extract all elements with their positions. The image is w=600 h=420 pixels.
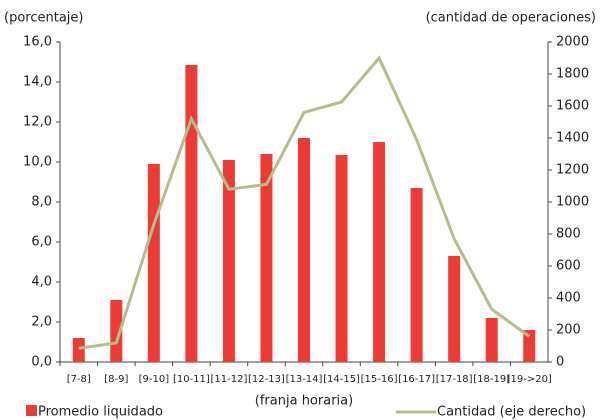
x-tick-label: [14-15] — [323, 374, 360, 385]
line — [78, 55, 531, 350]
y2-tick-label: 600 — [556, 259, 581, 274]
bar — [335, 155, 348, 362]
y2-tick-label: 800 — [556, 227, 581, 242]
x-tick-label: [9-10] — [139, 374, 170, 385]
x-tick-label: [15-16] — [361, 374, 398, 385]
legend-swatch — [26, 405, 37, 416]
bar — [523, 330, 536, 362]
y2-tick-label: 1200 — [556, 163, 589, 178]
y2-axis-label: (cantidad de operaciones) — [426, 11, 596, 26]
x-tick-label: [17-18] — [436, 374, 473, 385]
y-tick-label: 10,0 — [23, 155, 52, 170]
y-axis-label: (porcentaje) — [4, 11, 83, 26]
x-tick-label: [11-12] — [210, 374, 247, 385]
bar — [72, 338, 85, 362]
bar — [110, 300, 123, 362]
x-tick-label: [7-8] — [67, 374, 91, 385]
bar — [298, 138, 310, 362]
y2-tick-label: 200 — [556, 323, 581, 338]
legend-label: Promedio liquidado — [38, 405, 163, 420]
x-tick-label: [12-13] — [248, 374, 285, 385]
bar — [448, 256, 461, 362]
y2-tick-label: 1600 — [556, 99, 589, 114]
y2-tick-label: 2000 — [556, 35, 589, 50]
x-tick-label: [18-19] — [473, 374, 510, 385]
bar — [410, 188, 423, 362]
y-tick-label: 8,0 — [31, 195, 52, 210]
y2-tick-label: 1800 — [556, 67, 589, 82]
bar — [147, 164, 160, 362]
legend-label: Cantidad (eje derecho) — [437, 405, 586, 420]
bar — [373, 142, 386, 362]
x-tick-label: [10-11] — [173, 374, 210, 385]
x-tick-label: [8-9] — [104, 374, 128, 385]
y2-tick-label: 1400 — [556, 131, 589, 146]
bar — [260, 154, 273, 362]
y-tick-label: 14,0 — [23, 75, 52, 90]
x-tick-label: [19->20] — [507, 374, 552, 385]
x-tick-label: [16-17] — [398, 374, 435, 385]
y2-tick-label: 400 — [556, 291, 581, 306]
y2-tick-label: 0 — [556, 355, 564, 370]
y-tick-label: 12,0 — [23, 115, 52, 130]
y-tick-label: 16,0 — [23, 35, 52, 50]
y-tick-label: 4,0 — [31, 275, 52, 290]
x-axis-label: (franja horaria) — [255, 394, 353, 409]
y-tick-label: 0,0 — [31, 355, 52, 370]
y2-tick-label: 1000 — [556, 195, 589, 210]
y-tick-label: 2,0 — [31, 315, 52, 330]
x-tick-label: [13-14] — [286, 374, 323, 385]
bar — [185, 65, 198, 362]
y-tick-label: 6,0 — [31, 235, 52, 250]
bar — [222, 160, 235, 362]
bar — [485, 318, 498, 362]
